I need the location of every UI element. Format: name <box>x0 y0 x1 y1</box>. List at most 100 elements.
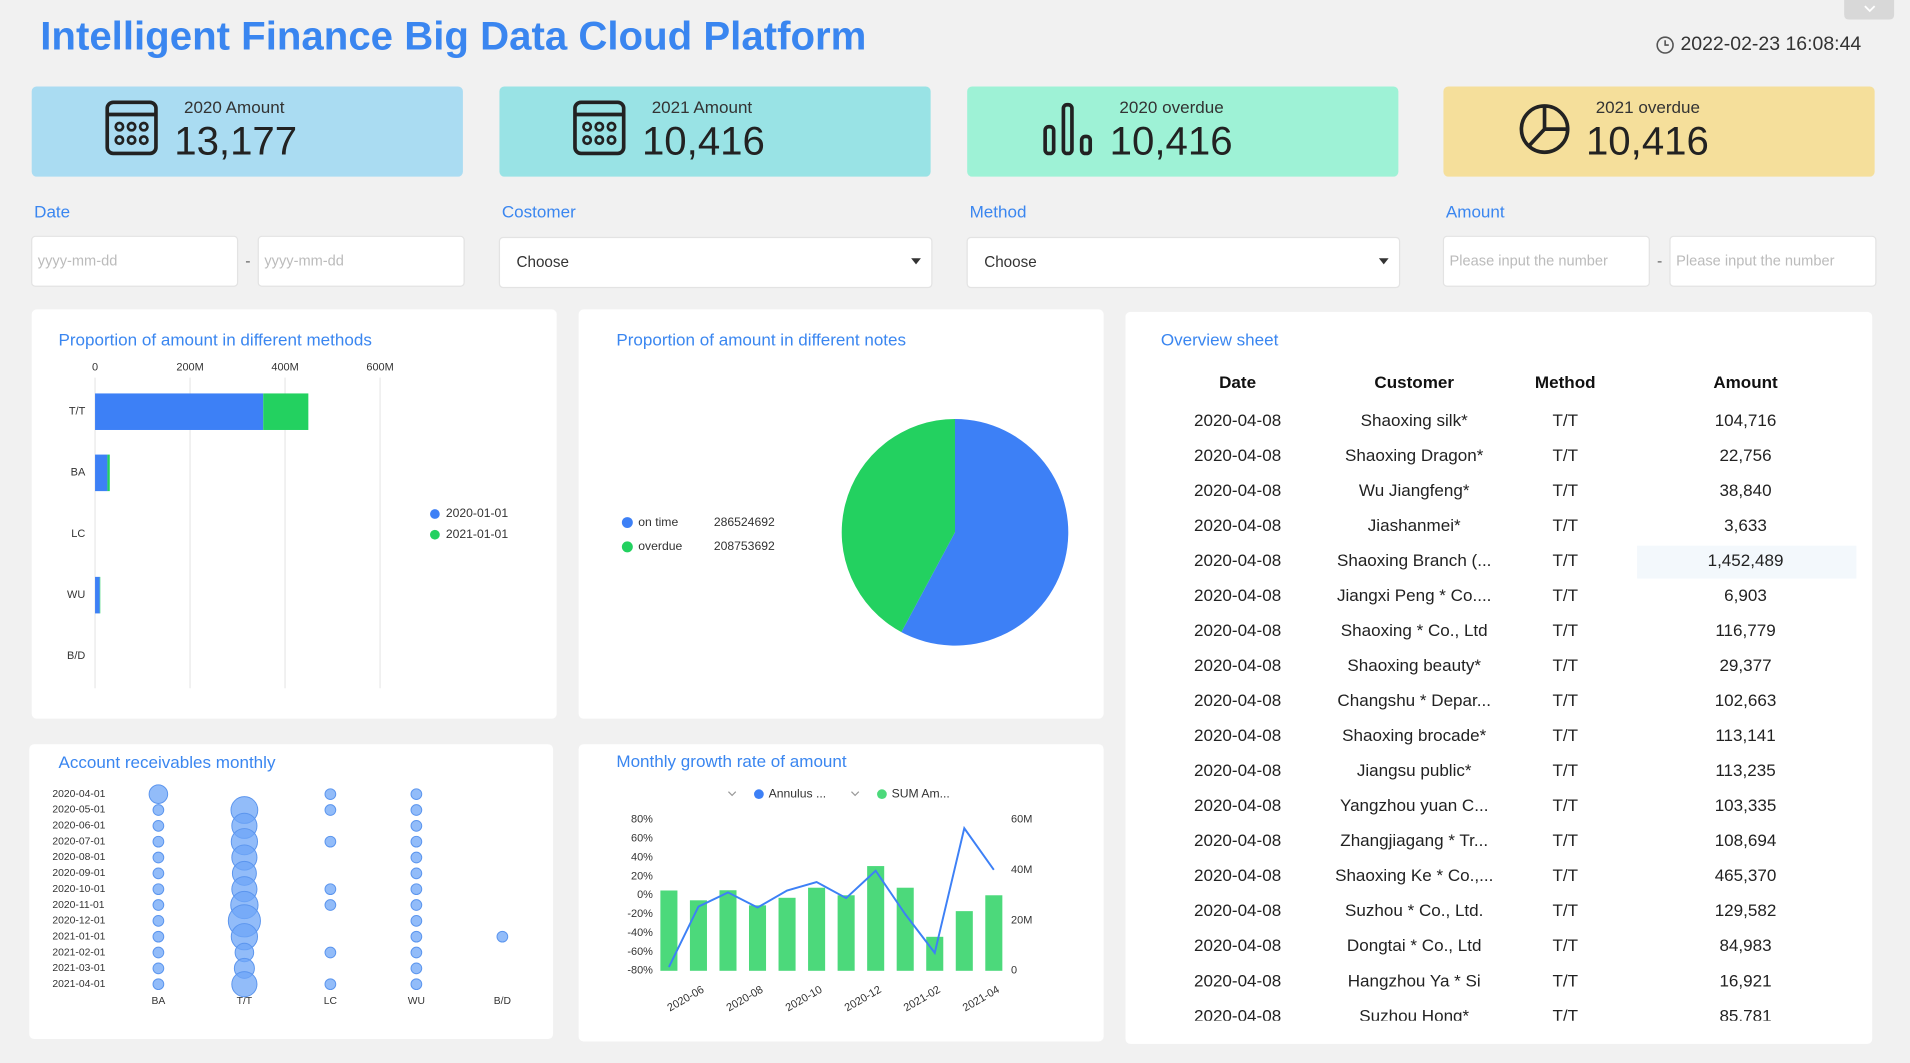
table-cell: 2020-04-08 <box>1194 866 1281 885</box>
table-cell: Shaoxing beauty* <box>1347 656 1481 675</box>
table-cell: 2020-04-08 <box>1194 621 1281 640</box>
table-cell: Shaoxing brocade* <box>1342 726 1486 745</box>
bar <box>955 911 973 971</box>
y-tick-label: 2021-01-01 <box>52 931 105 942</box>
table-cell: 113,141 <box>1715 726 1775 745</box>
kpi-icon <box>105 100 158 156</box>
table-cell: 22,756 <box>1719 446 1771 465</box>
legend-label: 2021-01-01 <box>446 527 508 541</box>
legend-value: 286524692 <box>714 515 775 529</box>
input-placeholder: Please input the number <box>1676 254 1835 270</box>
table-cell: 2020-04-08 <box>1194 726 1281 745</box>
y-tick-label: T/T <box>69 406 86 418</box>
table-cell: 2020-04-08 <box>1194 691 1281 710</box>
table-cell: 2020-04-08 <box>1194 481 1281 500</box>
panel-title: Monthly growth rate of amount <box>616 752 847 771</box>
panel-title: Account receivables monthly <box>59 753 276 772</box>
legend-marker <box>430 529 440 540</box>
panel <box>578 744 1104 1042</box>
y-tick-label: BA <box>71 467 86 479</box>
pie-slice <box>841 419 955 633</box>
table-cell: 29,377 <box>1719 656 1771 675</box>
legend-value: 208753692 <box>714 539 775 553</box>
table-cell: T/T <box>1552 446 1578 465</box>
bubble <box>152 851 165 864</box>
y-tick-label: 2020-10-01 <box>52 884 105 895</box>
input-placeholder: yyyy-mm-dd <box>38 254 118 270</box>
y-tick-label: 2020-06-01 <box>52 821 105 832</box>
table-cell: 116,779 <box>1715 621 1775 640</box>
text-input[interactable] <box>257 235 465 287</box>
column-header: Customer <box>1374 373 1454 392</box>
clock-icon <box>1656 36 1674 54</box>
icon-part <box>1043 124 1056 156</box>
table-cell: Shaoxing silk* <box>1361 411 1468 430</box>
bubble <box>410 946 423 959</box>
table-cell: 2020-04-08 <box>1194 936 1281 955</box>
panel-title: Proportion of amount in different notes <box>616 331 906 350</box>
row-hover <box>1637 545 1857 579</box>
legend-label: SUM Am... <box>892 786 950 800</box>
table-cell: 6,903 <box>1724 586 1767 605</box>
kpi-label: 2020 overdue <box>1119 98 1223 117</box>
text-input[interactable] <box>1442 235 1650 287</box>
filter-label: Amount <box>1446 203 1505 222</box>
y-tick-label: 2021-04-01 <box>52 979 105 990</box>
table-cell: 3,633 <box>1724 516 1767 535</box>
x-tick-label: B/D <box>494 996 511 1007</box>
bubble <box>410 883 423 896</box>
bubble <box>410 851 423 864</box>
y-tick-label: 60% <box>631 833 653 845</box>
table-cell: Yangzhou yuan C... <box>1340 796 1488 815</box>
input-placeholder: yyyy-mm-dd <box>264 254 344 270</box>
select[interactable] <box>966 236 1401 289</box>
legend-label: on time <box>638 515 678 529</box>
table-cell: 103,335 <box>1715 796 1777 815</box>
panel-title: Proportion of amount in different method… <box>59 331 372 350</box>
table-cell: 2020-04-08 <box>1194 446 1281 465</box>
y-tick-label: 2020-11-01 <box>52 900 104 911</box>
table-cell: T/T <box>1552 936 1578 955</box>
y-tick-label: -60% <box>627 946 653 958</box>
bar-segment <box>107 454 110 492</box>
table-cell: Shaoxing Dragon* <box>1345 446 1484 465</box>
collapse-tab[interactable] <box>1844 0 1895 20</box>
x-tick-label: T/T <box>237 996 253 1007</box>
y-tick-label: 40% <box>631 851 653 863</box>
icon-part <box>114 135 125 146</box>
select-value: Choose <box>516 254 568 271</box>
bar-segment <box>95 576 100 614</box>
bubble <box>231 971 258 998</box>
select[interactable] <box>498 236 933 289</box>
text-input[interactable] <box>1669 235 1877 287</box>
table-cell: 2020-04-08 <box>1194 796 1281 815</box>
table-cell: T/T <box>1552 901 1578 920</box>
x-tick-label: BA <box>151 996 165 1007</box>
table-cell: 2020-04-08 <box>1194 971 1281 990</box>
kpi-value: 10,416 <box>1586 118 1709 163</box>
table-cell: T/T <box>1552 796 1578 815</box>
bubble <box>410 835 423 848</box>
table-cell: 1,452,489 <box>1708 551 1784 570</box>
bar-segment <box>263 393 309 430</box>
bar <box>808 887 826 971</box>
bubble <box>410 819 423 832</box>
table-cell: T/T <box>1552 586 1578 605</box>
bubble <box>410 915 423 927</box>
table-cell: 2020-04-08 <box>1194 901 1281 920</box>
bubble <box>152 899 165 911</box>
text-input[interactable] <box>31 235 239 287</box>
y-tick-label: 2021-03-01 <box>52 963 105 974</box>
icon-part <box>126 121 137 132</box>
icon-part <box>582 135 593 146</box>
kpi-value: 13,177 <box>174 118 297 163</box>
y-tick-label: -40% <box>627 927 653 939</box>
table-cell: 38,840 <box>1719 481 1771 500</box>
kpi-value: 10,416 <box>1110 118 1233 163</box>
table-cell: T/T <box>1552 1006 1578 1025</box>
pie-slice <box>901 419 1069 646</box>
table-cell: 84,983 <box>1719 936 1771 955</box>
table-cell: T/T <box>1552 971 1578 990</box>
y-tick-label: WU <box>67 589 85 601</box>
